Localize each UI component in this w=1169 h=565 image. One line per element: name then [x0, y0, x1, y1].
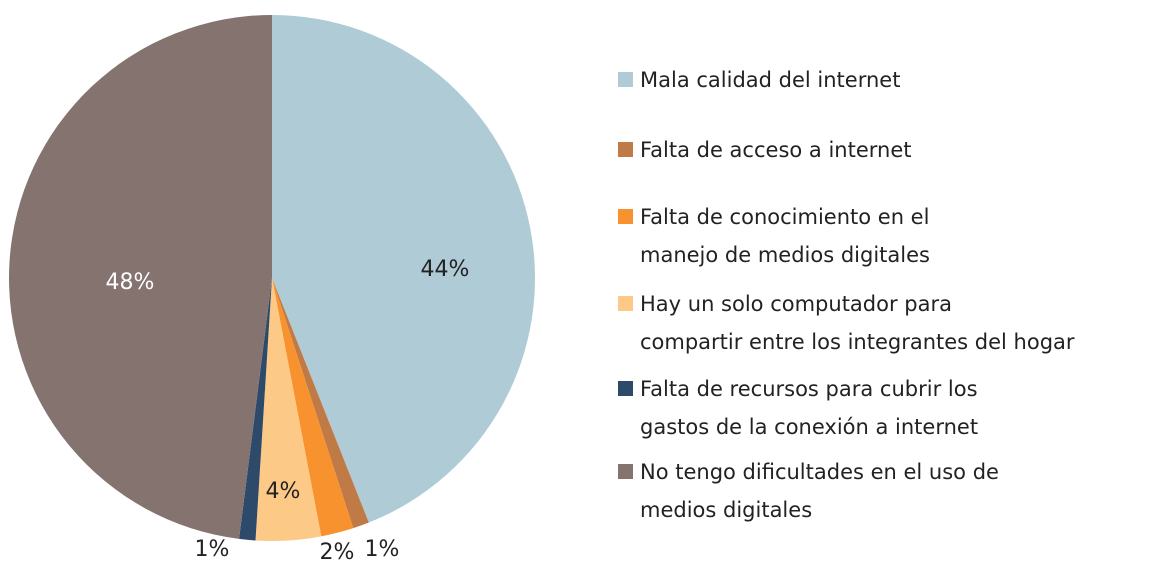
data-label: 4% — [266, 479, 301, 504]
legend-label: Falta de conocimiento en el manejo de me… — [640, 205, 930, 267]
pie-slice — [272, 278, 354, 537]
pie-slice — [9, 15, 273, 539]
legend-swatch — [618, 464, 633, 479]
legend-swatch — [618, 381, 633, 396]
pie-slice — [239, 278, 272, 541]
pie-slice — [272, 15, 535, 523]
legend-label: Hay un solo computador para compartir en… — [640, 292, 1075, 354]
pie-slice — [255, 278, 322, 541]
legend-label: Mala calidad del internet — [640, 68, 901, 92]
data-label: 44% — [421, 257, 470, 282]
legend-label: Falta de acceso a internet — [640, 138, 912, 162]
legend-label: Falta de recursos para cubrir los gastos… — [640, 377, 979, 439]
legend-item: No tengo dificultades en el uso de medio… — [618, 453, 999, 529]
legend-label: No tengo dificultades en el uso de medio… — [640, 460, 999, 522]
legend-item: Falta de recursos para cubrir los gastos… — [618, 370, 978, 446]
data-label: 1% — [365, 537, 400, 562]
data-label: 2% — [320, 540, 355, 565]
legend-item: Mala calidad del internet — [618, 61, 900, 99]
pie-slice — [272, 278, 369, 529]
legend-swatch — [618, 72, 633, 87]
legend-item: Falta de acceso a internet — [618, 131, 911, 169]
legend-swatch — [618, 142, 633, 157]
legend-item: Falta de conocimiento en el manejo de me… — [618, 198, 930, 274]
legend-swatch — [618, 296, 633, 311]
legend-swatch — [618, 209, 633, 224]
legend-item: Hay un solo computador para compartir en… — [618, 285, 1075, 361]
data-label: 48% — [106, 270, 155, 295]
data-label: 1% — [195, 537, 230, 562]
